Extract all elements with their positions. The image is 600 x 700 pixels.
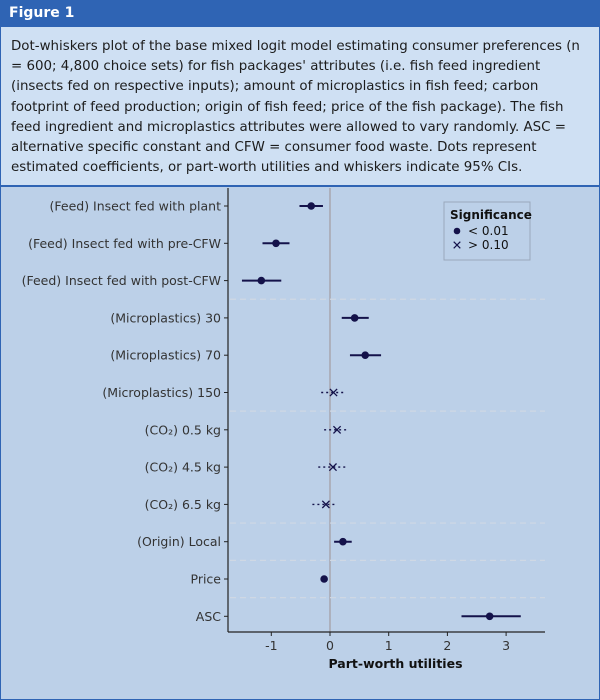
plot-background (1, 187, 599, 699)
x-tick-label: 3 (502, 638, 510, 653)
estimate-cross (332, 425, 342, 434)
y-tick-label: (Feed) Insect fed with plant (50, 199, 222, 214)
x-tick-label: 0 (326, 638, 334, 653)
estimate-dot (485, 612, 494, 621)
y-tick-label: ASC (196, 609, 221, 624)
y-tick-label: (Microplastics) 70 (110, 348, 221, 363)
estimate-cross (329, 388, 338, 397)
estimate-dot (307, 202, 316, 210)
estimate-dot (350, 314, 359, 322)
estimate-cross (328, 463, 337, 472)
figure-label: Figure 1 (9, 5, 75, 21)
legend-entry-label: > 0.10 (468, 238, 509, 252)
estimate-dot (257, 276, 266, 285)
estimate-dot (339, 537, 347, 546)
x-tick-label: 2 (443, 638, 451, 653)
figure-header: Figure 1 (1, 1, 599, 27)
x-tick-label: -1 (265, 638, 277, 653)
y-tick-label: Price (191, 572, 222, 587)
estimate-dot (361, 351, 370, 360)
x-tick-label: 1 (385, 638, 393, 653)
estimate-cross (321, 500, 330, 509)
estimate-dot (320, 575, 328, 583)
y-tick-label: (Microplastics) 30 (110, 310, 221, 325)
y-tick-label: (CO₂) 4.5 kg (145, 460, 221, 475)
legend-cross-icon (453, 241, 461, 249)
legend-entry-label: < 0.01 (468, 224, 509, 238)
y-tick-label: (Feed) Insect fed with post-CFW (22, 273, 221, 288)
y-tick-label: (Microplastics) 150 (102, 385, 221, 400)
figure-caption-box: Dot-whiskers plot of the base mixed logi… (1, 27, 599, 187)
y-tick-label: (Origin) Local (137, 534, 221, 549)
y-tick-label: (CO₂) 0.5 kg (145, 422, 221, 437)
figure-caption: Dot-whiskers plot of the base mixed logi… (11, 39, 580, 176)
legend-title: Significance (450, 208, 532, 222)
legend-dot-icon (453, 227, 461, 235)
y-tick-label: (CO₂) 6.5 kg (145, 497, 221, 512)
estimate-dot (272, 239, 280, 248)
y-tick-label: (Feed) Insect fed with pre-CFW (28, 236, 221, 251)
x-axis-title: Part-worth utilities (328, 656, 462, 671)
